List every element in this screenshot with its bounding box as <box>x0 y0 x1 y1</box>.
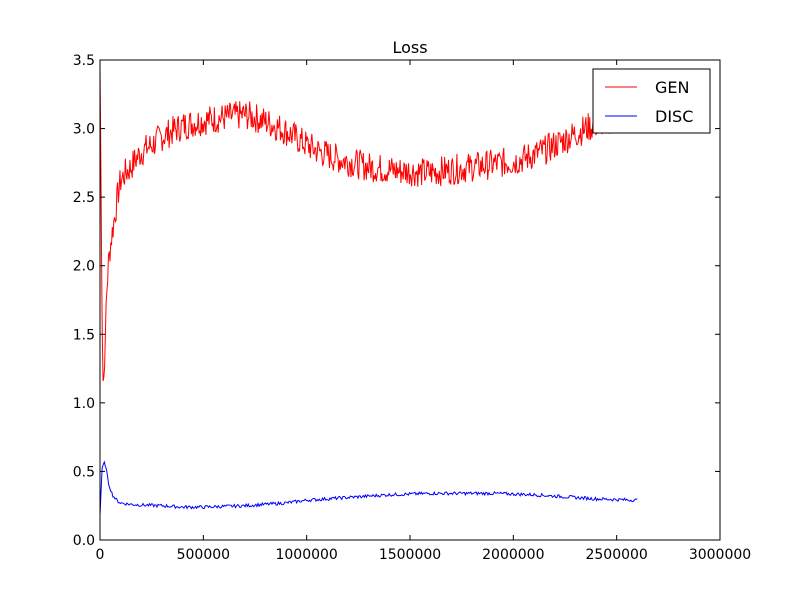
legend-box <box>592 68 711 134</box>
y-tick-label: 3.5 <box>73 53 95 69</box>
y-tick-label: 3.0 <box>73 122 95 138</box>
y-tick-label: 0.5 <box>73 464 95 480</box>
y-tick-label: 2.5 <box>73 190 95 206</box>
series-layer <box>99 66 638 516</box>
x-tick-label: 3000000 <box>689 547 751 563</box>
x-tick-label: 2000000 <box>482 547 544 563</box>
x-tick-label: 1000000 <box>275 547 337 563</box>
y-tick-label: 1.0 <box>73 396 95 412</box>
y-tick-label: 2.0 <box>73 259 95 275</box>
y-axis: 0.0 0.5 1.0 1.5 2.0 2.5 3.0 3.5 <box>73 53 720 549</box>
y-tick-label: 0.0 <box>73 533 95 549</box>
x-tick-label: 2500000 <box>585 547 647 563</box>
plot-area <box>100 60 720 540</box>
series-line-gen <box>99 66 638 382</box>
legend-label-disc: DISC <box>655 107 693 126</box>
x-tick-label: 500000 <box>177 547 230 563</box>
y-tick-label: 1.5 <box>73 327 95 343</box>
x-axis: 0 500000 1000000 1500000 2000000 2500000 30000… <box>96 60 751 563</box>
chart-title: Loss <box>392 38 427 57</box>
series-line-disc <box>99 460 638 516</box>
x-tick-label: 1500000 <box>379 547 441 563</box>
x-tick-label: 0 <box>96 547 105 563</box>
legend-label-gen: GEN <box>655 78 689 97</box>
legend: GEN DISC <box>592 68 711 134</box>
